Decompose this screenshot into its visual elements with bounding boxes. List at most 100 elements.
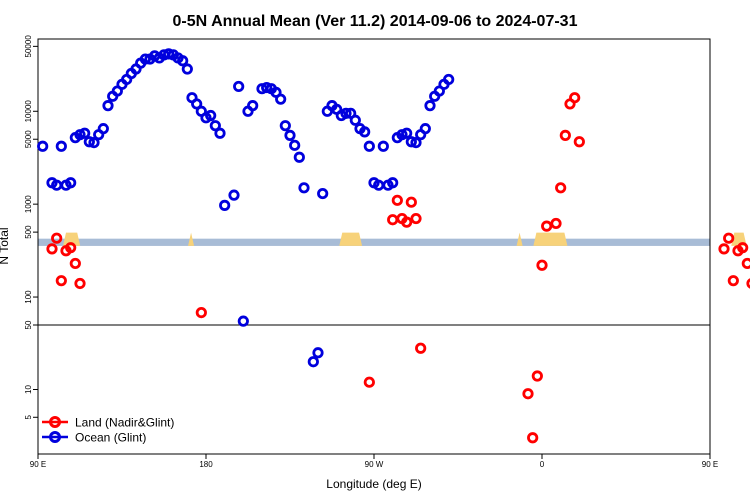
land-point-31	[737, 242, 749, 254]
land-point-17	[527, 432, 539, 444]
y-tick-label-upper-4: 5000	[24, 130, 33, 148]
ocean-point-53	[298, 182, 310, 194]
land-point-16	[522, 388, 534, 400]
ocean-point-49	[279, 120, 291, 132]
ocean-point-40	[233, 80, 245, 93]
chart-title: 0-5N Annual Mean (Ver 11.2) 2014-09-06 t…	[173, 13, 578, 30]
ocean-point-36	[209, 120, 221, 132]
land-point-18	[531, 370, 543, 382]
plot-frame-upper	[37, 38, 711, 326]
y-tick-label-upper-6: 50000	[24, 35, 33, 58]
ocean-point-38	[219, 199, 231, 211]
y-tick-label-upper-0: 50	[24, 320, 33, 329]
legend-ocean-marker	[49, 431, 61, 443]
y-tick-label-upper-5: 10000	[24, 100, 33, 123]
ocean-point-26	[163, 48, 175, 60]
ocean-point-21	[139, 53, 151, 65]
ocean-point-35	[205, 109, 217, 122]
land-point-2	[55, 275, 67, 287]
y-axis-lower: 5 10	[24, 385, 38, 420]
y-axis-upper: 50 100 500 1000 5000 10000 50000	[24, 35, 38, 329]
land-point-21	[550, 217, 562, 230]
ocean-point-56	[317, 187, 329, 200]
ocean-point-30	[181, 63, 193, 75]
land-point-10	[391, 194, 403, 206]
legend-land-label: Land (Nadir&Glint)	[75, 416, 174, 430]
ocean-point-79	[424, 100, 436, 112]
ocean-point-13	[102, 100, 114, 112]
coverage-band	[38, 238, 710, 246]
ocean-point-3	[55, 140, 67, 152]
ocean-point-76	[410, 136, 422, 149]
land-point-22	[555, 182, 567, 194]
land-point-25	[569, 92, 581, 104]
land-point-13	[405, 196, 417, 208]
legend-land-marker	[49, 416, 61, 428]
land-point-19	[536, 259, 548, 271]
ocean-point-69	[377, 140, 389, 152]
y-tick-label-lower-0: 5	[24, 415, 33, 420]
ocean-point-54	[307, 356, 319, 368]
land-point-8	[363, 376, 375, 388]
land-point-1	[51, 232, 63, 244]
land-point-27	[718, 243, 730, 255]
ocean-point-65	[359, 126, 371, 138]
land-point-0	[46, 243, 58, 255]
land-coverage-segment-3	[516, 232, 523, 246]
y-tick-label-upper-2: 500	[24, 225, 33, 239]
ocean-point-71	[387, 177, 399, 189]
land-point-23	[559, 129, 571, 141]
ocean-point-0	[37, 140, 49, 152]
x-tick-label-4: 90 E	[702, 460, 718, 469]
land-point-26	[573, 136, 585, 148]
ocean-point-32	[191, 98, 203, 110]
y-axis-label: N Total	[0, 227, 11, 264]
land-coverage-segment-1	[188, 232, 195, 246]
land-point-15	[415, 342, 427, 354]
ocean-point-75	[405, 136, 417, 148]
land-point-4	[65, 242, 77, 254]
x-axis-label: Longitude (deg E)	[326, 477, 421, 491]
ocean-point-51	[289, 139, 301, 151]
ocean-point-43	[247, 100, 259, 112]
x-tick-label-2: 90 W	[365, 460, 384, 469]
ocean-point-48	[275, 93, 287, 105]
x-axis: 90 E 180 90 W 0 90 E	[30, 454, 718, 469]
land-coverage-segment-4	[533, 232, 568, 246]
land-point-29	[727, 275, 739, 287]
land-point-20	[541, 220, 553, 232]
ocean-point-29	[177, 55, 189, 67]
x-tick-label-0: 90 E	[30, 460, 46, 469]
land-coverage-segment-0	[63, 232, 81, 246]
ocean-point-5	[65, 177, 77, 189]
ocean-point-8	[79, 127, 91, 139]
ocean-point-37	[214, 127, 226, 139]
ocean-point-74	[401, 127, 413, 139]
land-point-33	[746, 278, 750, 289]
ocean-point-83	[443, 73, 455, 86]
ocean-point-39	[228, 189, 240, 201]
land-point-9	[387, 214, 399, 226]
land-point-28	[723, 232, 735, 244]
coverage-band-strip	[38, 238, 710, 246]
land-point-14	[410, 212, 422, 225]
ocean-point-63	[349, 114, 361, 126]
ocean-point-50	[284, 129, 296, 141]
ocean-point-12	[97, 123, 109, 135]
ocean-point-10	[88, 136, 100, 149]
ocean-point-78	[419, 123, 431, 135]
land-point-32	[741, 257, 750, 270]
land-point-6	[74, 277, 86, 290]
ocean-point-9	[83, 136, 95, 148]
land-point-12	[401, 216, 413, 228]
ocean-point-41	[237, 315, 249, 327]
ocean-point-52	[293, 151, 305, 163]
land-point-5	[69, 257, 81, 270]
y-tick-label-upper-3: 1000	[24, 195, 33, 213]
ocean-point-61	[340, 107, 352, 119]
y-tick-label-upper-1: 100	[24, 290, 33, 304]
x-tick-label-3: 0	[540, 460, 545, 469]
series-land	[46, 92, 750, 444]
x-tick-label-1: 180	[199, 460, 213, 469]
